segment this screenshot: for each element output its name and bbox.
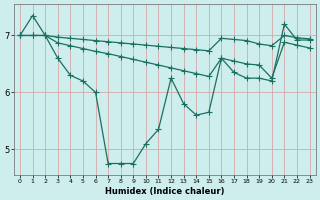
- X-axis label: Humidex (Indice chaleur): Humidex (Indice chaleur): [105, 187, 225, 196]
